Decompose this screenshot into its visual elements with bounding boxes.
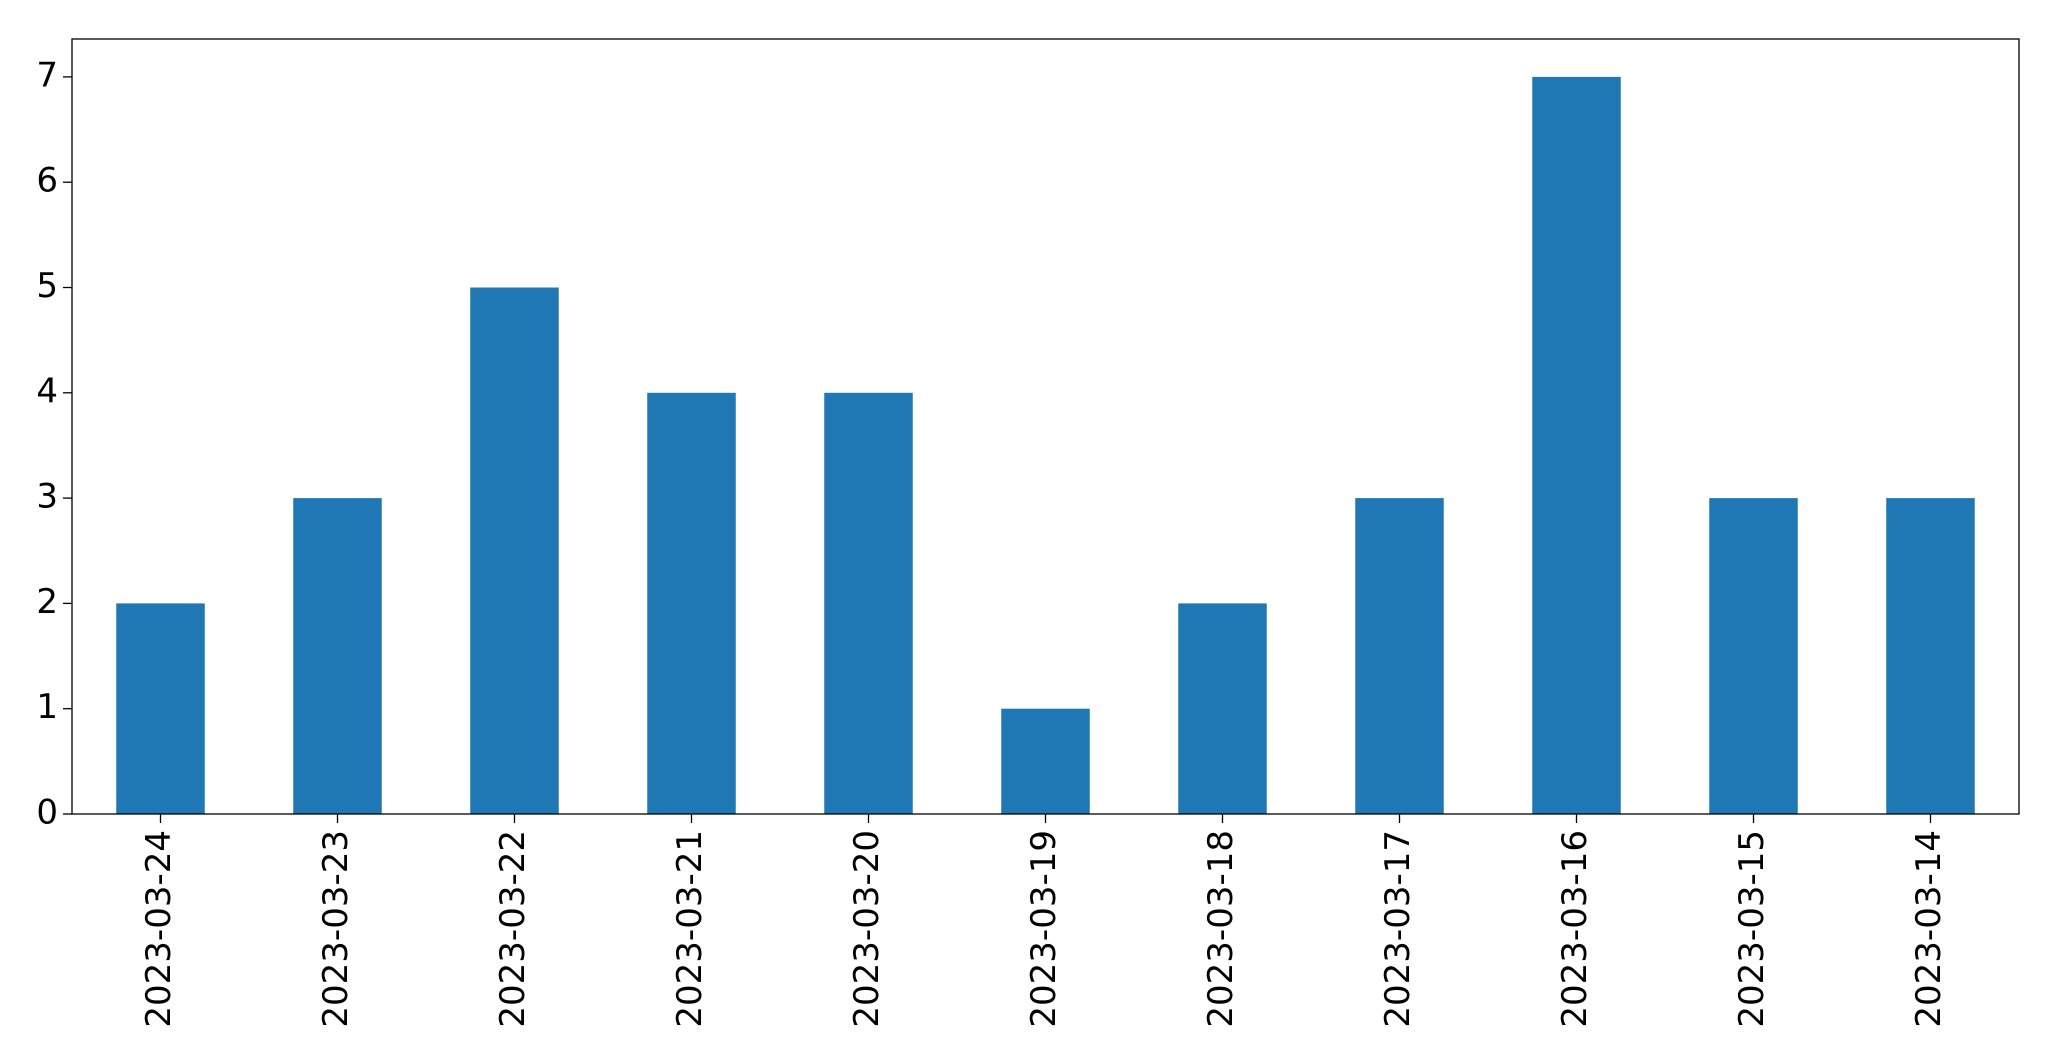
- x-tick-label: 2023-03-24: [139, 830, 179, 1028]
- bar: [1178, 603, 1267, 814]
- y-tick-label: 7: [36, 55, 58, 95]
- bar: [293, 498, 382, 814]
- bar: [1001, 708, 1090, 814]
- bar: [470, 287, 559, 814]
- y-tick-label: 0: [36, 793, 58, 833]
- x-tick-label: 2023-03-17: [1378, 830, 1418, 1028]
- bar: [1532, 76, 1621, 815]
- bar: [647, 392, 736, 814]
- x-tick-label: 2023-03-16: [1555, 830, 1595, 1028]
- y-tick-label: 4: [36, 371, 58, 411]
- bar: [824, 392, 913, 814]
- x-tick-label: 2023-03-14: [1909, 830, 1949, 1028]
- bar: [116, 603, 205, 814]
- bar: [1709, 498, 1798, 814]
- y-tick-label: 3: [36, 477, 58, 517]
- x-tick-label: 2023-03-21: [670, 830, 710, 1028]
- bar: [1355, 498, 1444, 814]
- y-tick-label: 2: [36, 582, 58, 622]
- x-tick-label: 2023-03-15: [1732, 830, 1772, 1028]
- x-tick-label: 2023-03-19: [1024, 830, 1064, 1028]
- x-tick-label: 2023-03-22: [493, 830, 533, 1028]
- plot-frame: [71, 38, 2020, 815]
- bar: [1886, 498, 1975, 814]
- x-tick-label: 2023-03-20: [847, 830, 887, 1028]
- y-tick-label: 1: [36, 687, 58, 727]
- x-tick-label: 2023-03-18: [1201, 830, 1241, 1028]
- y-tick-label: 6: [36, 161, 58, 201]
- y-tick-label: 5: [36, 266, 58, 306]
- x-tick-label: 2023-03-23: [316, 830, 356, 1028]
